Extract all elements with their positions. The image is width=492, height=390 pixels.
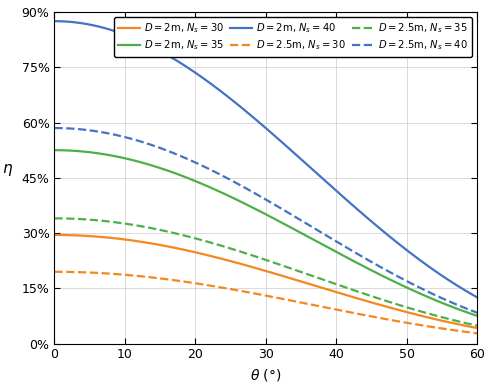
- Legend: $D = 2$m, $N_s = 30$, $D = 2$m, $N_s = 35$, $D = 2$m, $N_s = 40$, $D = 2.5$m, $N: $D = 2$m, $N_s = 30$, $D = 2$m, $N_s = 3…: [114, 17, 472, 57]
- X-axis label: $\theta$ (°): $\theta$ (°): [250, 367, 281, 383]
- Y-axis label: $\eta$: $\eta$: [2, 162, 14, 178]
